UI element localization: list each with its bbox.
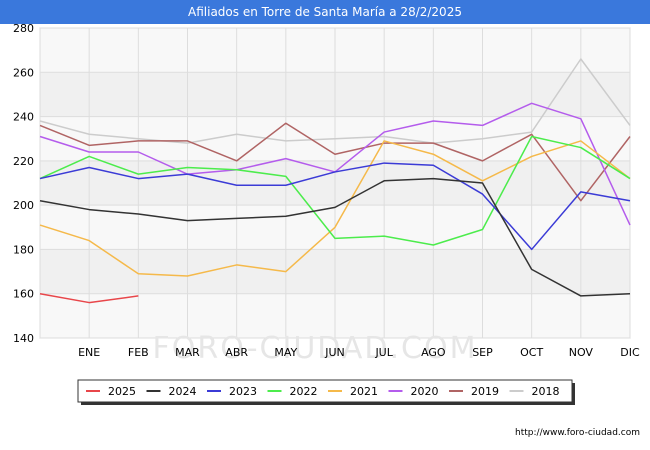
x-tick-label: MAR <box>175 346 200 359</box>
watermark: FORO-CIUDAD.COM <box>153 331 478 366</box>
y-tick-label: 160 <box>13 288 34 301</box>
series-line-2024 <box>39 177 631 297</box>
legend-label: 2023 <box>229 385 257 398</box>
source-link[interactable]: http://www.foro-ciudad.com <box>515 428 640 438</box>
x-tick-label: ENE <box>78 346 100 359</box>
legend-label: 2020 <box>411 385 439 398</box>
x-tick-label: NOV <box>569 346 594 359</box>
legend-label: 2021 <box>350 385 378 398</box>
series-line-2025 <box>39 292 139 304</box>
legend-box <box>77 379 573 403</box>
series-line-2022 <box>39 135 631 246</box>
series-lines <box>39 58 631 304</box>
x-tick-label: JUL <box>374 346 393 359</box>
y-tick-label: 220 <box>13 155 34 168</box>
x-tick-label: MAY <box>274 346 297 359</box>
x-axis: ENE FEB MAR ABR MAY JUN JUL AGO SEP OCT NOV DIC <box>78 346 640 359</box>
y-axis: 140 160 180 200 220 240 260 280 <box>13 22 34 345</box>
legend-label: 2024 <box>169 385 197 398</box>
x-tick-label: AGO <box>421 346 446 359</box>
series-line-2021 <box>39 140 631 277</box>
x-tick-label: OCT <box>520 346 543 359</box>
legend-label: 2022 <box>290 385 318 398</box>
x-tick-label: SEP <box>472 346 493 359</box>
y-tick-label: 200 <box>13 199 34 212</box>
x-tick-label: DIC <box>620 346 640 359</box>
legend: 2025 2024 2023 2022 2021 2020 2019 2018 <box>77 379 575 405</box>
chart-title: Afiliados en Torre de Santa María a 28/2… <box>0 0 650 24</box>
y-tick-label: 280 <box>13 22 34 35</box>
series-line-2023 <box>39 162 631 251</box>
series-line-2019 <box>39 122 631 202</box>
y-tick-label: 180 <box>13 243 34 256</box>
series-line-2018 <box>39 58 631 144</box>
y-tick-label: 260 <box>13 66 34 79</box>
x-tick-label: ABR <box>225 346 248 359</box>
gridlines <box>39 27 631 339</box>
legend-label: 2018 <box>532 385 560 398</box>
legend-label: 2019 <box>471 385 499 398</box>
legend-label: 2025 <box>108 385 136 398</box>
y-tick-label: 240 <box>13 111 34 124</box>
x-tick-label: FEB <box>128 346 149 359</box>
x-tick-label: JUN <box>324 346 345 359</box>
y-tick-label: 140 <box>13 332 34 345</box>
